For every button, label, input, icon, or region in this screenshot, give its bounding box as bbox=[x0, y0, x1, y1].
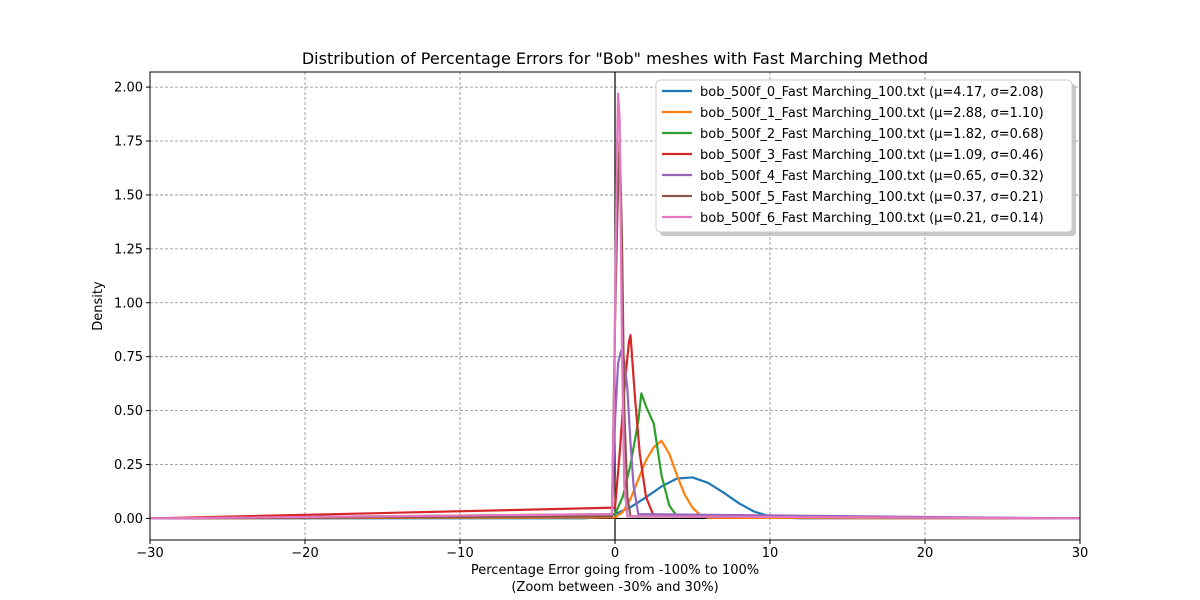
y-tick-label: 0.25 bbox=[114, 458, 143, 473]
y-axis-label: Density bbox=[91, 281, 106, 331]
x-axis-label-line1: Percentage Error going from -100% to 100… bbox=[471, 563, 759, 578]
legend-label-0: bob_500f_0_Fast Marching_100.txt (μ=4.17… bbox=[700, 85, 1044, 100]
y-tick-label: 1.00 bbox=[114, 296, 143, 311]
y-tick-label: 0.75 bbox=[114, 350, 143, 365]
legend-label-3: bob_500f_3_Fast Marching_100.txt (μ=1.09… bbox=[700, 148, 1044, 163]
x-tick-label: 20 bbox=[917, 546, 934, 561]
legend: bob_500f_0_Fast Marching_100.txt (μ=4.17… bbox=[655, 79, 1076, 236]
x-tick-label: 0 bbox=[611, 546, 619, 561]
series-line-2 bbox=[149, 392, 1081, 520]
y-tick-label: 1.25 bbox=[114, 242, 143, 257]
x-tick-label: −10 bbox=[446, 546, 473, 561]
legend-label-4: bob_500f_4_Fast Marching_100.txt (μ=0.65… bbox=[700, 169, 1044, 184]
series-line-6 bbox=[149, 92, 1081, 520]
legend-label-1: bob_500f_1_Fast Marching_100.txt (μ=2.88… bbox=[700, 106, 1044, 121]
x-tick-label: 30 bbox=[1072, 546, 1089, 561]
chart-title: Distribution of Percentage Errors for "B… bbox=[302, 49, 928, 68]
y-tick-label: 2.00 bbox=[114, 81, 143, 96]
legend-box bbox=[655, 79, 1073, 233]
series-line-1 bbox=[149, 439, 1081, 520]
x-axis-label-line2: (Zoom between -30% and 30%) bbox=[511, 580, 718, 595]
legend-items: bob_500f_0_Fast Marching_100.txt (μ=4.17… bbox=[662, 85, 1044, 226]
legend-label-6: bob_500f_6_Fast Marching_100.txt (μ=0.21… bbox=[700, 211, 1044, 226]
x-tick-label: −30 bbox=[136, 546, 163, 561]
x-tick-label: 10 bbox=[762, 546, 779, 561]
legend-label-5: bob_500f_5_Fast Marching_100.txt (μ=0.37… bbox=[700, 190, 1044, 205]
series-line-3 bbox=[149, 334, 1081, 520]
y-tick-label: 1.50 bbox=[114, 188, 143, 203]
y-axis-ticks: 0.00 0.25 0.50 0.75 1.00 1.25 1.50 1.75 2.00 bbox=[114, 81, 150, 527]
legend-label-2: bob_500f_2_Fast Marching_100.txt (μ=1.82… bbox=[700, 127, 1044, 142]
y-tick-label: 1.75 bbox=[114, 135, 143, 150]
y-tick-label: 0.50 bbox=[114, 404, 143, 419]
series-layer bbox=[149, 92, 1081, 520]
x-axis-ticks: −30 −20 −10 0 10 20 30 bbox=[136, 540, 1088, 561]
x-tick-label: −20 bbox=[291, 546, 318, 561]
y-tick-label: 0.00 bbox=[114, 512, 143, 527]
